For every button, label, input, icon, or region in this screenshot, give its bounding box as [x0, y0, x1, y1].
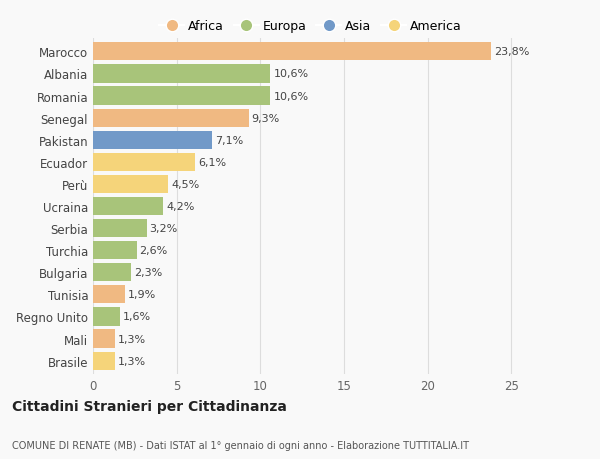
Text: 1,3%: 1,3%	[118, 334, 146, 344]
Bar	[93, 153, 195, 172]
Text: 1,3%: 1,3%	[118, 356, 146, 366]
Text: COMUNE DI RENATE (MB) - Dati ISTAT al 1° gennaio di ogni anno - Elaborazione TUT: COMUNE DI RENATE (MB) - Dati ISTAT al 1°…	[12, 440, 469, 450]
Legend: Africa, Europa, Asia, America: Africa, Europa, Asia, America	[154, 15, 467, 38]
Bar	[93, 219, 146, 238]
Text: 2,3%: 2,3%	[134, 268, 163, 278]
Text: 4,2%: 4,2%	[166, 202, 194, 212]
Bar	[93, 241, 137, 260]
Bar	[93, 87, 271, 106]
Text: 2,6%: 2,6%	[140, 246, 168, 256]
Text: 9,3%: 9,3%	[251, 113, 280, 123]
Bar	[93, 175, 168, 194]
Bar	[93, 308, 120, 326]
Text: 23,8%: 23,8%	[494, 47, 530, 57]
Text: 1,9%: 1,9%	[128, 290, 156, 300]
Text: 10,6%: 10,6%	[274, 91, 308, 101]
Bar	[93, 43, 491, 62]
Text: 7,1%: 7,1%	[215, 135, 243, 146]
Text: 10,6%: 10,6%	[274, 69, 308, 79]
Bar	[93, 131, 212, 150]
Bar	[93, 352, 115, 370]
Text: 4,5%: 4,5%	[172, 179, 200, 190]
Bar	[93, 330, 115, 348]
Text: 3,2%: 3,2%	[149, 224, 178, 234]
Bar	[93, 65, 271, 84]
Text: 1,6%: 1,6%	[123, 312, 151, 322]
Bar	[93, 263, 131, 282]
Bar	[93, 197, 163, 216]
Text: 6,1%: 6,1%	[198, 157, 226, 168]
Text: Cittadini Stranieri per Cittadinanza: Cittadini Stranieri per Cittadinanza	[12, 399, 287, 413]
Bar	[93, 285, 125, 304]
Bar	[93, 109, 248, 128]
